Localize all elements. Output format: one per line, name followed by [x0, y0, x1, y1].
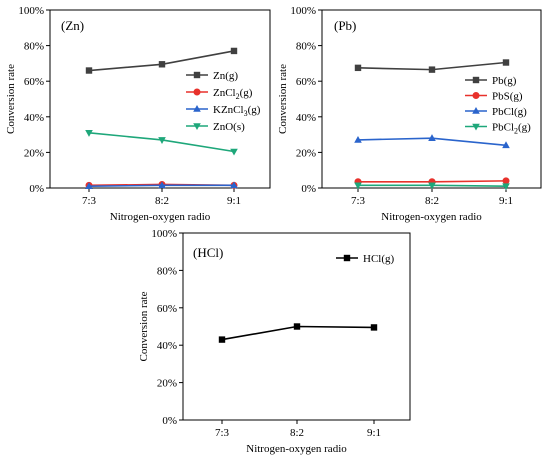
- legend-marker: [472, 107, 480, 114]
- data-point: [354, 182, 362, 190]
- series-hclg: [218, 323, 378, 343]
- legend-label: ZnO(s): [213, 121, 245, 133]
- y-tick-label: 40%: [157, 340, 177, 352]
- chart-panel-zn: 0% 20% 40% 60% 80% 100% 7:3 8:2 9:1 Nitrogen-oxyg…: [5, 5, 271, 223]
- legend-marker: [193, 123, 201, 130]
- y-tick-label: 80%: [157, 265, 177, 277]
- y-tick-label: 40%: [296, 112, 316, 124]
- legend-entry: KZnCl3(g): [186, 104, 261, 118]
- x-tick-label: 7:3: [82, 195, 97, 207]
- y-axis-title: Conversion rate: [5, 64, 17, 134]
- y-tick-label: 80%: [296, 41, 316, 53]
- x-tick-label: 9:1: [367, 427, 381, 439]
- data-point: [85, 67, 93, 74]
- y-tick-label: 60%: [296, 76, 316, 88]
- legend-entry: ZnO(s): [186, 121, 245, 133]
- legend-entry: PbS(g): [465, 91, 523, 103]
- data-point: [502, 177, 510, 185]
- x-axis-title: Nitrogen-oxygen radio: [110, 211, 211, 223]
- legend-marker: [472, 76, 480, 84]
- data-point: [428, 134, 436, 141]
- legend-marker: [472, 123, 480, 131]
- legend-entry: ZnCl2(g): [186, 87, 253, 101]
- series-zng: [85, 47, 238, 74]
- data-point: [85, 130, 93, 137]
- data-point: [354, 64, 362, 72]
- legend-entry: Zn(g): [186, 70, 238, 82]
- panel-label: (Pb): [334, 18, 356, 33]
- series-pbg: [354, 59, 510, 73]
- y-tick-label: 0%: [301, 183, 316, 195]
- legend-label: KZnCl3(g): [213, 104, 261, 118]
- y-tick-label: 60%: [24, 76, 44, 88]
- x-tick-label: 9:1: [499, 195, 513, 207]
- y-tick-label: 80%: [24, 41, 44, 53]
- panel-label: (Zn): [61, 18, 84, 33]
- y-tick-label: 40%: [24, 112, 44, 124]
- x-axis-title: Nitrogen-oxygen radio: [246, 443, 347, 455]
- legend-entry: PbCl2(g): [465, 122, 531, 136]
- data-point: [158, 137, 166, 144]
- series-znos: [85, 130, 238, 156]
- x-tick-label: 9:1: [227, 195, 241, 207]
- data-point: [428, 182, 436, 190]
- y-tick-label: 20%: [24, 147, 44, 159]
- data-point: [230, 47, 238, 55]
- legend-label: Zn(g): [213, 70, 238, 82]
- legend-marker: [193, 105, 201, 112]
- y-tick-label: 100%: [290, 5, 316, 17]
- legend-label: PbCl(g): [492, 106, 527, 118]
- legend-marker: [193, 88, 201, 96]
- data-point: [158, 61, 166, 68]
- y-tick-label: 0%: [29, 183, 44, 195]
- legend-label: Pb(g): [492, 75, 517, 87]
- legend-entry: Pb(g): [465, 75, 517, 87]
- data-point: [230, 181, 238, 189]
- y-tick-label: 100%: [151, 228, 177, 240]
- y-tick-label: 20%: [157, 378, 177, 390]
- data-point: [428, 66, 436, 73]
- x-tick-label: 8:2: [425, 195, 439, 207]
- data-point: [502, 183, 510, 191]
- series-kzncl3: [85, 181, 238, 190]
- chart-panel-pb: 0% 20% 40% 60% 80% 100% 7:3 8:2 9:1 Nitrogen-oxyg…: [277, 5, 542, 223]
- data-point: [354, 135, 362, 143]
- data-point: [502, 141, 510, 149]
- legend-marker: [193, 71, 201, 79]
- legend-marker: [472, 92, 480, 99]
- y-tick-label: 0%: [162, 415, 177, 427]
- legend-label: PbCl2(g): [492, 122, 531, 136]
- data-point: [502, 59, 510, 66]
- legend-entry: HCl(g): [336, 253, 395, 265]
- y-tick-label: 20%: [296, 147, 316, 159]
- data-point: [230, 148, 238, 156]
- chart-panel-hcl: 0% 20% 40% 60% 80% 100% 7:3 8:2 9:1 Nitrogen-oxyg…: [138, 228, 411, 455]
- y-axis-title: Conversion rate: [138, 291, 150, 361]
- data-point: [218, 336, 226, 343]
- data-point: [85, 182, 93, 190]
- x-axis-title: Nitrogen-oxygen radio: [381, 211, 482, 223]
- legend-label: PbS(g): [492, 91, 523, 103]
- panel-label: (HCl): [193, 245, 223, 260]
- legend-label: HCl(g): [363, 253, 395, 265]
- data-point: [293, 323, 301, 330]
- y-tick-label: 100%: [18, 5, 44, 17]
- legend-entry: PbCl(g): [465, 106, 527, 118]
- series-line: [88, 50, 235, 72]
- data-point: [370, 324, 378, 331]
- x-tick-label: 8:2: [155, 195, 169, 207]
- x-tick-label: 8:2: [290, 427, 304, 439]
- x-tick-label: 7:3: [215, 427, 230, 439]
- series-pbclg: [354, 134, 510, 149]
- y-tick-label: 60%: [157, 303, 177, 315]
- legend-label: ZnCl2(g): [213, 87, 253, 101]
- data-point: [158, 181, 166, 189]
- legend-marker: [343, 254, 351, 262]
- x-tick-label: 7:3: [351, 195, 366, 207]
- series-pbcl2: [354, 182, 510, 191]
- y-axis-title: Conversion rate: [277, 64, 289, 134]
